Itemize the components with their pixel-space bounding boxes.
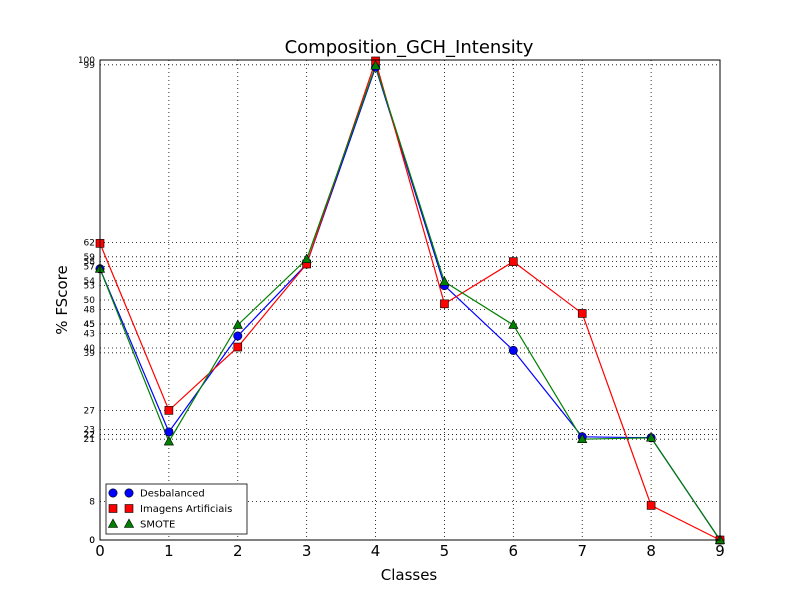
data-point: [508, 319, 519, 329]
legend-marker: [123, 518, 135, 528]
y-tick-label: 45: [84, 320, 95, 330]
data-markers: [94, 56, 726, 545]
y-tick-label: 48: [84, 306, 96, 316]
plot-frame: [99, 59, 721, 541]
y-tick-label: 0: [89, 536, 95, 546]
legend-label: SMOTE: [140, 520, 175, 531]
data-point: [233, 331, 243, 341]
y-tick-label: 40: [84, 344, 96, 354]
x-tick-label: 1: [164, 542, 174, 560]
legend-marker: [108, 504, 118, 513]
legend-label: Desbalanced: [140, 489, 205, 500]
data-point: [577, 433, 588, 444]
y-tick-label: 22: [84, 430, 95, 440]
y-tick-label: 58: [84, 258, 96, 268]
y-tick-labels: 0082122222327394043454548505354575859629…: [78, 56, 95, 546]
data-point: [646, 432, 657, 442]
y-tick-label: 23: [84, 426, 95, 436]
legend-marker: [108, 488, 118, 498]
data-point: [232, 319, 243, 329]
y-tick-label: 45: [84, 320, 95, 330]
data-point: [508, 345, 518, 355]
y-tick-label: 59: [84, 253, 96, 263]
y-tick-label: 62: [84, 238, 95, 248]
legend-marker: [107, 518, 119, 528]
data-point: [163, 435, 174, 446]
data-point: [577, 309, 587, 318]
legend-label: Imagens Artificiais: [140, 504, 232, 515]
series-lines: [99, 58, 721, 541]
x-tick-label: 3: [302, 542, 312, 560]
y-tick-label: 100: [78, 56, 95, 66]
x-tick-label: 5: [440, 542, 450, 560]
x-tick-label: 8: [646, 542, 656, 560]
data-point: [301, 253, 312, 264]
data-point: [439, 276, 450, 286]
y-tick-label: 27: [84, 406, 95, 416]
legend-marker: [124, 488, 134, 498]
y-tick-label: 22: [84, 430, 95, 440]
y-tick-label: 54: [84, 277, 96, 287]
legend: Desbalanced Imagens Artificiais SMOTE: [105, 483, 248, 535]
x-tick-label: 9: [715, 542, 725, 560]
x-tick-label: 2: [233, 542, 243, 560]
y-tick-label: 21: [84, 435, 95, 445]
x-tick-label: 4: [371, 542, 381, 560]
y-tick-label: 0: [89, 536, 95, 546]
y-tick-label: 43: [84, 330, 95, 340]
x-tick-label: 0: [95, 542, 105, 560]
x-tick-label: 6: [509, 542, 519, 560]
grid: [99, 59, 721, 541]
x-tick-labels: 0 1 2 3 4 5 6 7 8 9: [95, 542, 725, 560]
data-point: [233, 342, 243, 352]
x-axis-label: Classes: [381, 566, 438, 584]
y-tick-label: 39: [84, 349, 96, 359]
data-point: [370, 60, 381, 70]
x-tick-label: 7: [577, 542, 587, 560]
data-point: [646, 501, 656, 510]
y-tick-label: 8: [89, 498, 95, 508]
legend-marker: [124, 504, 134, 513]
series-line: [99, 58, 721, 541]
y-tick-label: 53: [84, 282, 95, 292]
chart-title: Composition_GCH_Intensity: [285, 37, 534, 58]
y-tick-label: 99: [84, 61, 96, 71]
series-line: [99, 65, 721, 541]
y-tick-label: 57: [84, 262, 95, 272]
data-point: [164, 427, 174, 437]
y-axis-label: % FScore: [53, 265, 71, 334]
series-line: [99, 63, 721, 541]
y-tick-label: 50: [84, 296, 96, 306]
data-point: [509, 257, 518, 266]
data-point: [440, 299, 449, 309]
data-point: [164, 406, 174, 415]
